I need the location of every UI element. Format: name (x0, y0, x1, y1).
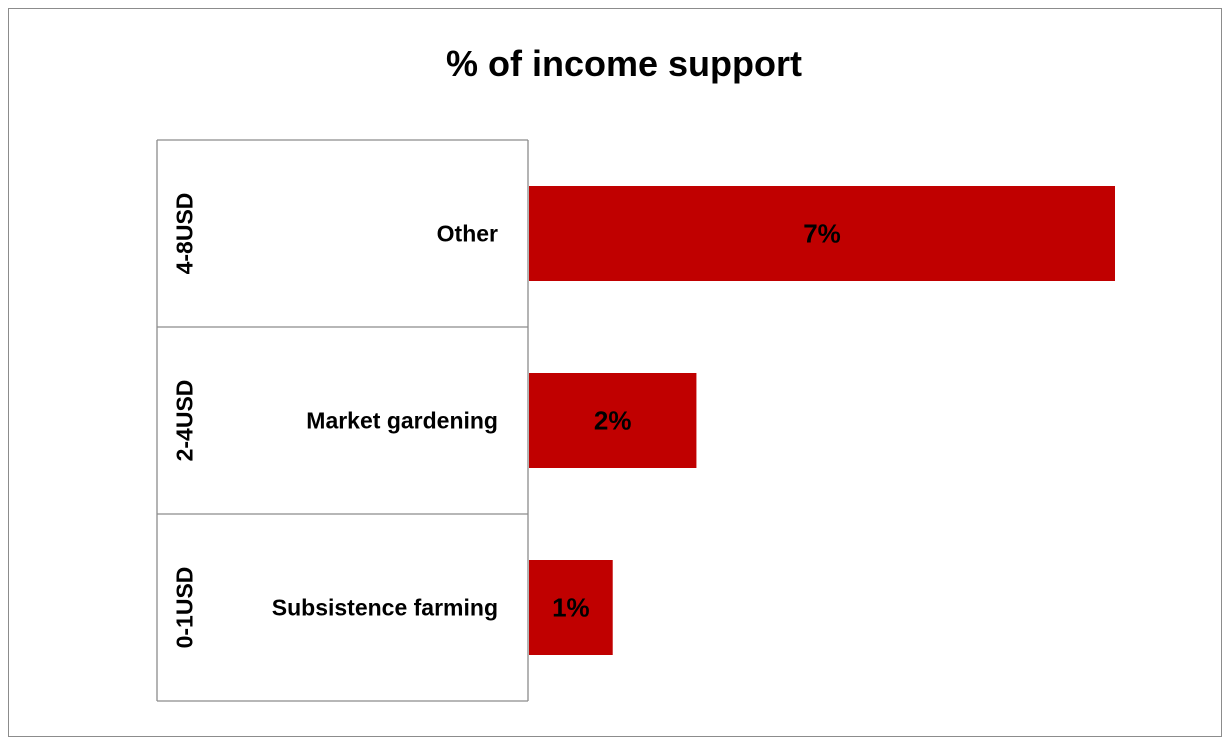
bar (529, 373, 697, 468)
data-label: 1% (552, 593, 590, 623)
bars (529, 186, 1115, 655)
data-label: 2% (594, 406, 632, 436)
chart-axes (156, 139, 529, 702)
group-label: 4-8USD (172, 193, 198, 275)
chart-frame (8, 8, 1222, 737)
group-label: 2-4USD (172, 380, 198, 462)
category-label: Subsistence farming (272, 595, 498, 621)
bar (529, 560, 613, 655)
chart-title: % of income support (446, 43, 802, 84)
labels: 7% Other 4-8USD 2% Market gardening 2-4USD 1% S… (172, 193, 841, 649)
group-label: 0-1USD (172, 567, 198, 649)
data-label: 7% (803, 219, 841, 249)
category-label: Market gardening (306, 408, 498, 434)
bar (529, 186, 1115, 281)
category-label: Other (437, 221, 498, 247)
